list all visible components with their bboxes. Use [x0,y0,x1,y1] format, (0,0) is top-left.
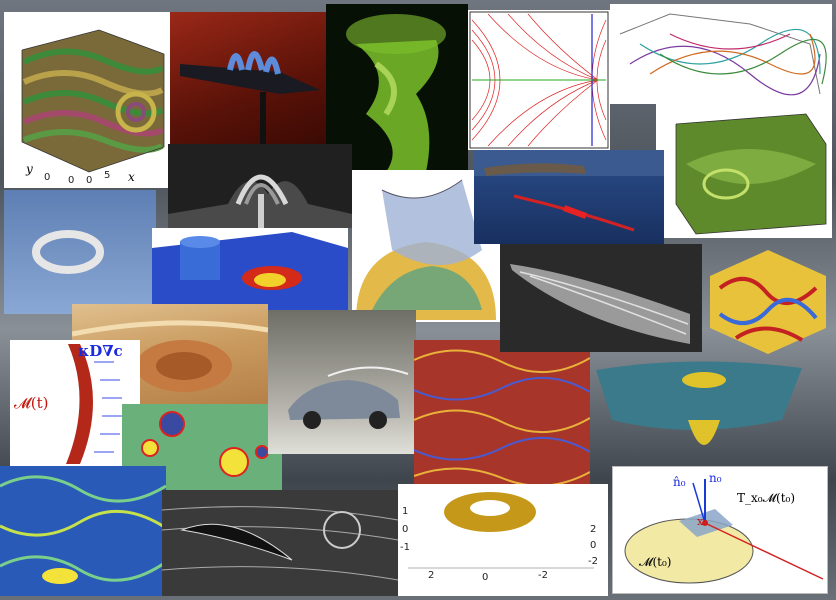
flux-label: κD∇c [78,342,123,360]
torus-tick-x0: 0 [482,572,489,583]
car-graphic [288,366,409,429]
point-label: x₀ [697,515,708,528]
membrane-diagram: κD∇c 𝓜(t) [10,340,140,468]
cube-tick-4: 5 [104,170,111,181]
turbulence-streaks-plot [414,340,590,486]
cube-flow-graphic [21,29,165,173]
torus-tick-z1: 1 [402,506,409,517]
trajectory-graphic [619,13,827,96]
normal-label: n₀ [709,471,722,485]
cube-x-label: x [128,170,135,184]
jupiter-graphic [72,320,268,392]
surface-label: 𝓜(t) [14,394,49,412]
airfoil-graphic [162,506,398,581]
swirl-turbulence-plot [0,466,166,596]
torus-tick-ym2: -2 [588,556,598,567]
cube-tick-3: 0 [86,175,93,186]
nose-cone-graphic [510,264,690,344]
surface-t0-label: 𝓜(t₀) [639,555,672,569]
sea-boat-graphic [474,150,664,232]
green-box-graphic [675,113,827,235]
torus-tick-zm1: -1 [400,542,410,553]
normal-hat-label: n̂₀ [673,475,686,489]
smoke-ring-photo [4,190,156,314]
teal-surface-graphic [596,361,802,445]
cube-flow-plot: y x 0 0 0 5 [4,12,170,188]
torus-tick-y2: 2 [590,524,597,535]
hex-cube-graphic [710,250,826,354]
cylinder-cfd-graphic [152,232,348,310]
torus-tick-xm2: -2 [538,570,548,581]
hex-cube-pattern [706,248,830,356]
flame-graphic [180,51,320,144]
tangent-plane-graphic [624,479,824,584]
swirl-graphic [0,475,166,584]
torus-graphic [408,492,594,569]
torus-tick-x2: 2 [428,570,435,581]
trajectory-map [610,4,832,104]
green-vortex-box [656,104,832,238]
flame-photo [170,12,332,144]
torus-tick-y0: 0 [590,540,597,551]
nose-cone-plot [500,244,702,352]
green-plume-photo [326,4,468,176]
tangent-space-label: T_x₀𝓜(t₀) [737,491,796,505]
smoke-ring-graphic [32,230,104,274]
mushroom-vortex-plot [168,144,352,228]
teal-surface-plot [592,350,806,468]
torus-plot: 1 0 -1 2 0 -2 2 0 -2 [398,484,608,596]
streamline-graphic [469,11,609,149]
cube-tick-1: 0 [44,172,51,183]
streamline-plot [468,10,610,150]
cylinder-cfd-plot [152,228,348,310]
membrane-graphic [66,344,122,464]
plume-graphic [346,14,446,172]
mushroom-graphic [168,174,352,228]
car-wind-tunnel-photo [268,310,416,454]
sea-boat-photo [474,150,664,244]
tangent-plane-diagram: n̂₀ n₀ T_x₀𝓜(t₀) x₀ 𝓜(t₀) [612,466,828,594]
blob-field-graphic [122,404,282,492]
cube-y-label: y [26,162,33,176]
globe-graphic [356,179,496,320]
cube-tick-2: 0 [68,175,75,186]
turbulence-graphic [414,349,590,486]
torus-tick-z0: 0 [402,524,409,535]
airfoil-stall-photo [162,490,398,596]
